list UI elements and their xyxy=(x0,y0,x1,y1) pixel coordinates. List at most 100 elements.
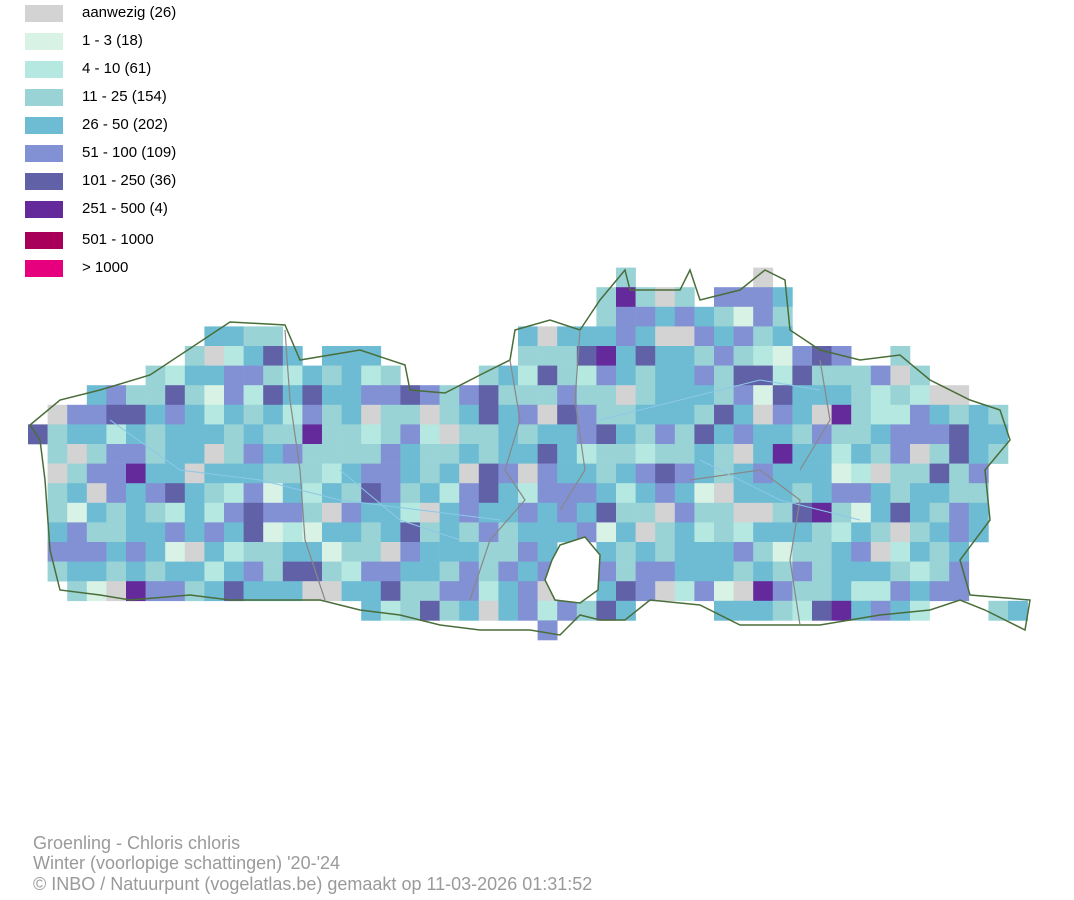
grid-cell xyxy=(851,600,872,621)
grid-cell xyxy=(380,385,401,406)
grid-cell xyxy=(47,444,68,464)
grid-cell xyxy=(420,600,440,621)
grid-cell xyxy=(126,581,146,602)
grid-cell xyxy=(243,365,264,386)
grid-cell xyxy=(184,444,205,464)
grid-cell xyxy=(772,561,793,582)
grid-cell xyxy=(929,502,950,523)
grid-cell xyxy=(635,306,656,327)
grid-cell xyxy=(361,365,382,386)
grid-cell xyxy=(86,522,107,543)
grid-cell xyxy=(478,463,499,484)
grid-cell xyxy=(47,522,68,543)
grid-cell xyxy=(733,365,754,386)
grid-cell xyxy=(851,581,872,602)
grid-cell xyxy=(714,581,734,602)
grid-cell xyxy=(812,483,832,504)
grid-cell xyxy=(243,444,264,464)
grid-cell xyxy=(635,404,656,425)
grid-cell xyxy=(420,424,440,445)
grid-cell xyxy=(949,404,970,425)
grid-cell xyxy=(714,444,734,464)
grid-cell xyxy=(733,561,754,582)
grid-cell xyxy=(204,542,225,562)
grid-cell xyxy=(596,444,617,464)
grid-cell xyxy=(67,502,88,523)
grid-cell xyxy=(478,404,499,425)
grid-cell xyxy=(890,483,911,504)
grid-cell xyxy=(596,522,617,543)
legend-swatch xyxy=(25,201,63,218)
grid-cell xyxy=(733,306,754,327)
grid-cell xyxy=(968,502,989,523)
grid-cell xyxy=(478,522,499,543)
grid-cell xyxy=(420,542,440,562)
grid-cell xyxy=(674,444,695,464)
grid-cell xyxy=(968,463,989,484)
grid-cell xyxy=(145,561,166,582)
grid-cell xyxy=(282,581,303,602)
grid-cells xyxy=(28,267,1028,641)
grid-cell xyxy=(302,385,323,406)
grid-cell xyxy=(184,502,205,523)
grid-cell xyxy=(596,483,617,504)
grid-cell xyxy=(851,404,872,425)
legend-label: 4 - 10 (61) xyxy=(82,60,151,77)
grid-cell xyxy=(714,522,734,543)
grid-cell xyxy=(498,600,519,621)
grid-cell xyxy=(792,463,813,484)
grid-cell xyxy=(910,581,930,602)
grid-cell xyxy=(714,424,734,445)
grid-cell xyxy=(361,581,382,602)
grid-cell xyxy=(224,346,244,366)
grid-cell xyxy=(851,424,872,445)
legend-label: 251 - 500 (4) xyxy=(82,200,168,217)
grid-cell xyxy=(576,502,597,523)
grid-cell xyxy=(557,326,578,347)
grid-cell xyxy=(380,542,401,562)
grid-cell xyxy=(322,463,342,484)
grid-cell xyxy=(694,581,715,602)
grid-cell xyxy=(714,306,734,327)
grid-cell xyxy=(890,404,911,425)
grid-cell xyxy=(616,326,636,347)
grid-cell xyxy=(243,385,264,406)
grid-cell xyxy=(322,424,342,445)
grid-cell xyxy=(537,444,558,464)
grid-cell xyxy=(851,365,872,386)
grid-cell xyxy=(420,404,440,425)
grid-cell xyxy=(616,522,636,543)
grid-cell xyxy=(557,483,578,504)
grid-cell xyxy=(341,542,362,562)
grid-cell xyxy=(616,287,636,308)
grid-cell xyxy=(753,502,774,523)
grid-cell xyxy=(714,346,734,366)
grid-cell xyxy=(478,561,499,582)
grid-cell xyxy=(851,444,872,464)
grid-cell xyxy=(361,444,382,464)
grid-cell xyxy=(361,424,382,445)
grid-cell xyxy=(949,542,970,562)
grid-cell xyxy=(204,424,225,445)
grid-cell xyxy=(518,385,538,406)
grid-cell xyxy=(596,326,617,347)
grid-cell xyxy=(831,385,852,406)
grid-cell xyxy=(831,522,852,543)
grid-cell xyxy=(439,522,460,543)
grid-cell xyxy=(733,502,754,523)
grid-cell xyxy=(910,483,930,504)
grid-cell xyxy=(772,326,793,347)
grid-cell xyxy=(184,365,205,386)
grid-cell xyxy=(890,444,911,464)
grid-cell xyxy=(224,522,244,543)
grid-cell xyxy=(890,385,911,406)
grid-cell xyxy=(106,561,127,582)
grid-cell xyxy=(635,463,656,484)
grid-cell xyxy=(204,522,225,543)
grid-cell xyxy=(380,444,401,464)
grid-cell xyxy=(47,502,68,523)
grid-cell xyxy=(910,542,930,562)
grid-cell xyxy=(341,424,362,445)
grid-cell xyxy=(459,600,480,621)
grid-cell xyxy=(341,463,362,484)
